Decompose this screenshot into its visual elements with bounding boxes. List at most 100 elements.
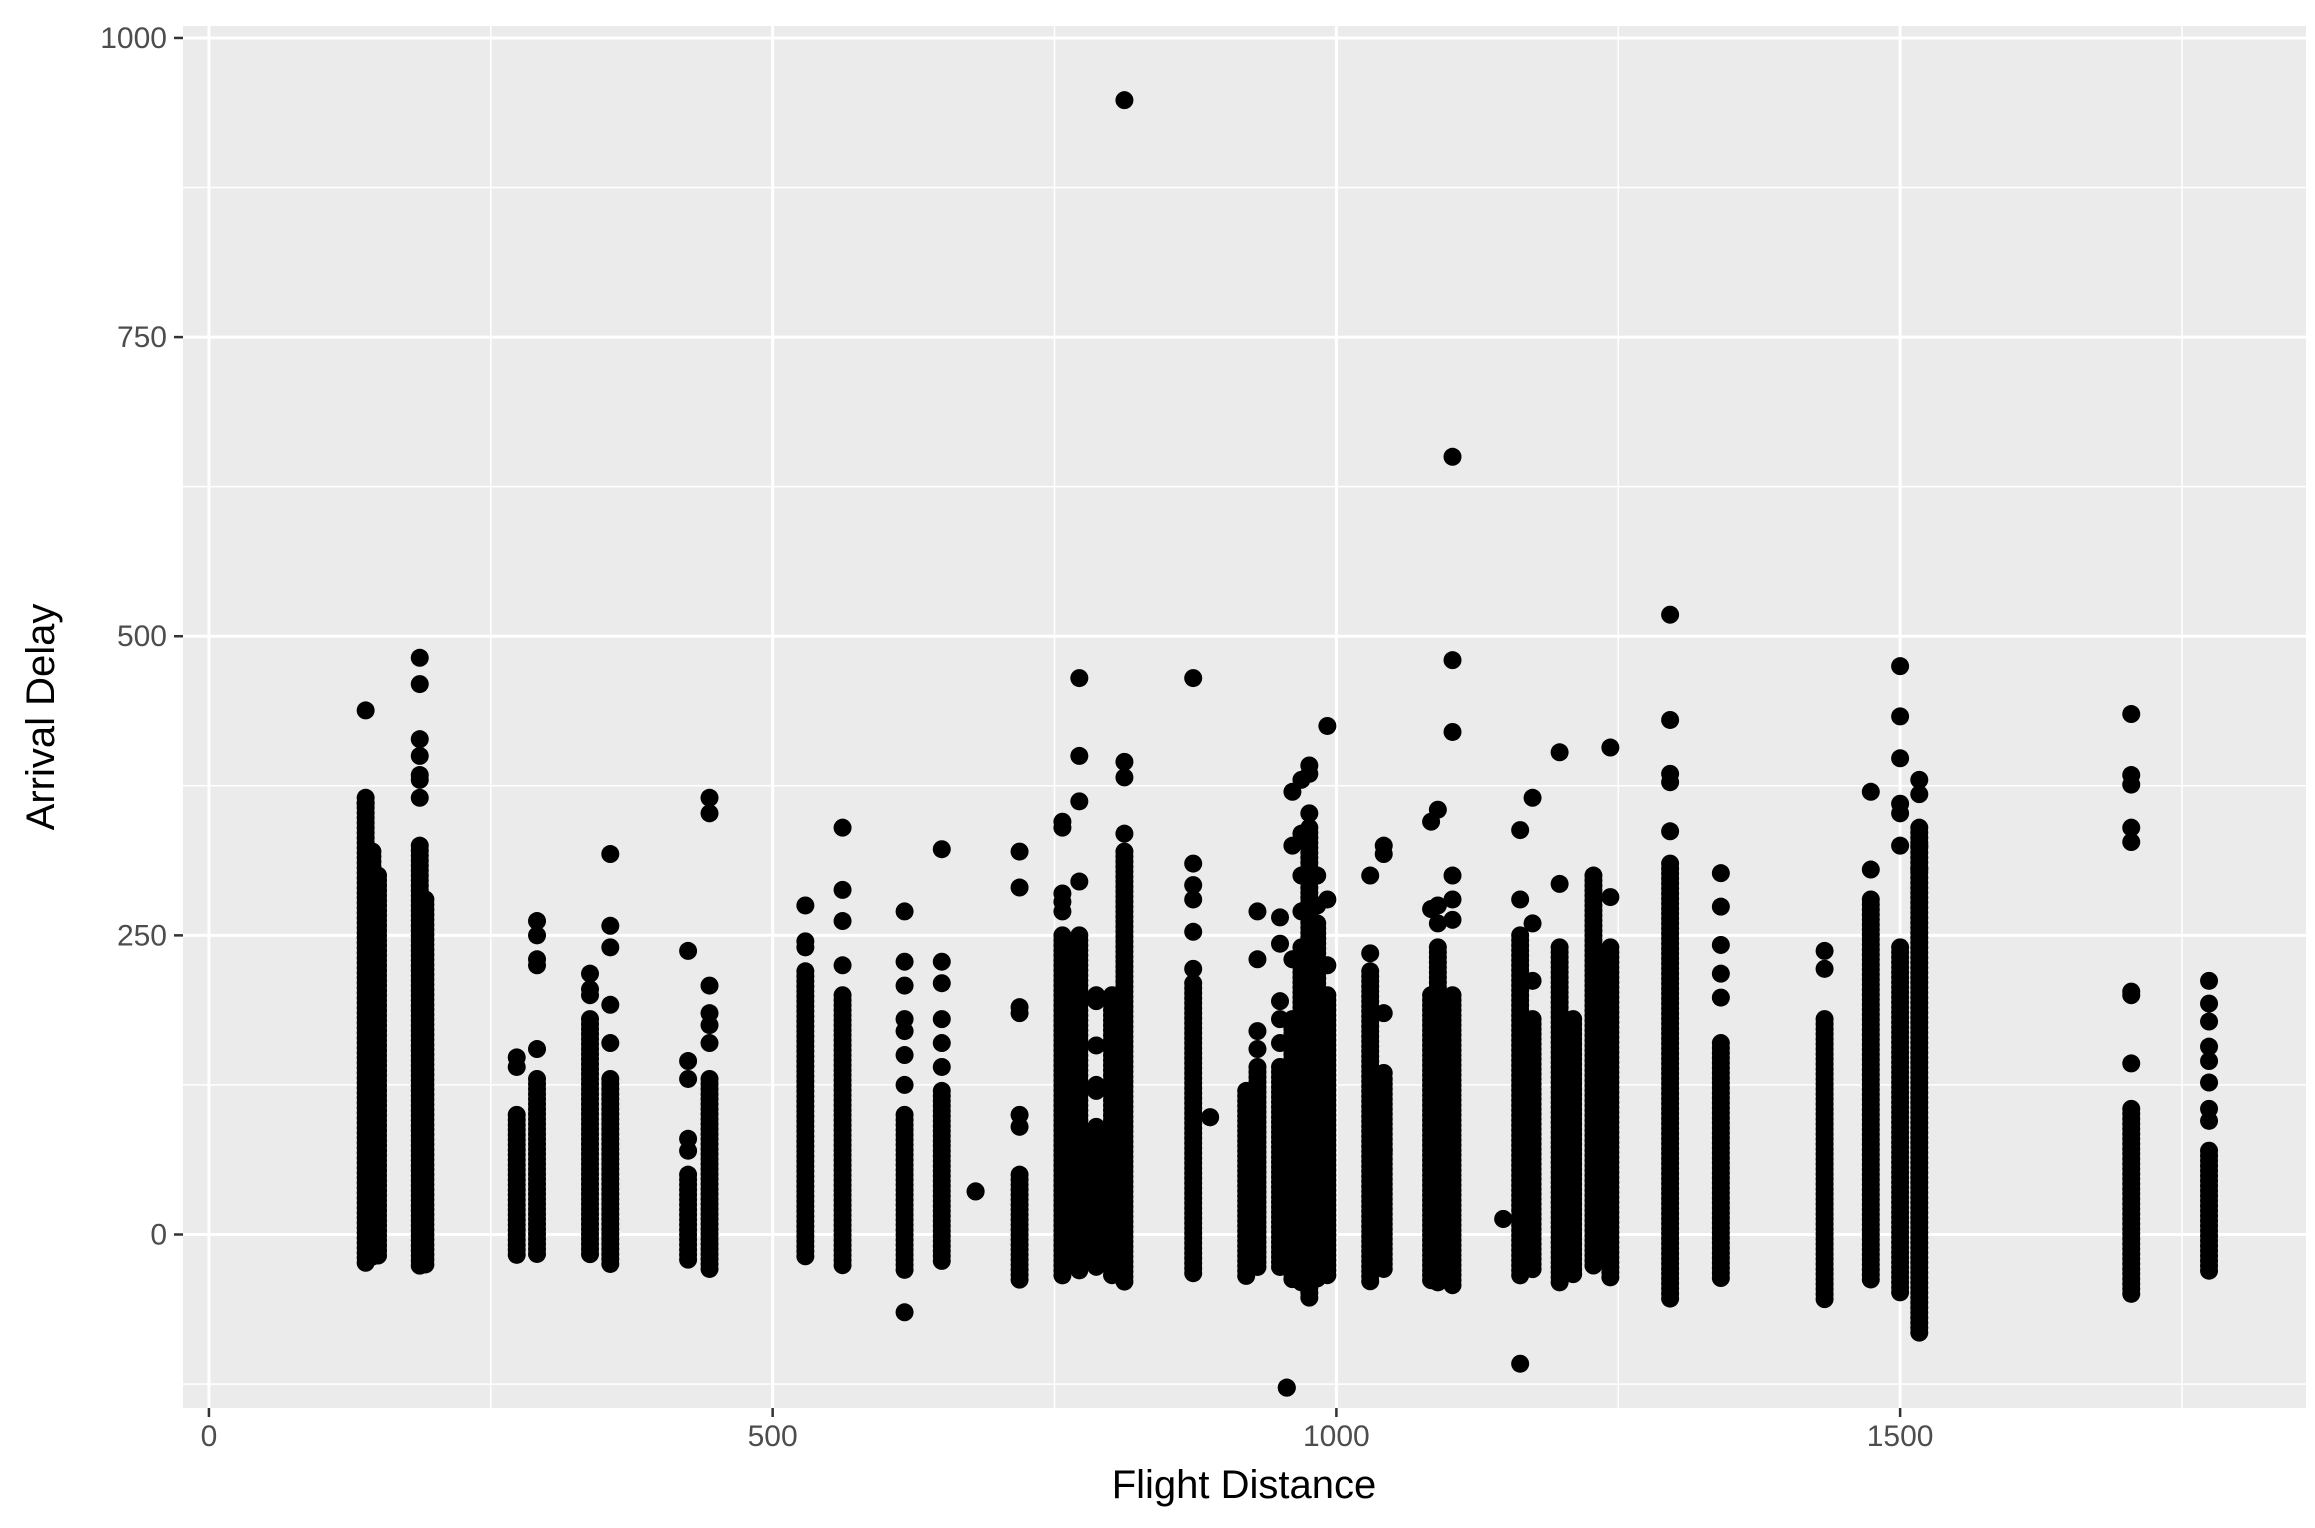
point-column — [1277, 1378, 1296, 1397]
data-point — [1661, 605, 1680, 624]
data-point — [932, 840, 951, 859]
data-point — [1115, 91, 1134, 110]
data-point — [410, 730, 429, 749]
data-point — [1550, 1273, 1569, 1292]
data-point — [1184, 1264, 1203, 1283]
point-column — [2200, 971, 2219, 1280]
data-point — [528, 912, 547, 931]
point-column — [507, 1048, 526, 1264]
data-point — [581, 986, 600, 1005]
point-column — [1053, 812, 1072, 1285]
data-point — [2200, 1073, 2219, 1092]
data-point — [410, 648, 429, 667]
data-point — [1815, 941, 1834, 960]
data-point — [895, 1075, 914, 1094]
data-point — [581, 964, 600, 983]
data-point — [895, 952, 914, 971]
data-point — [1428, 914, 1447, 933]
data-point — [932, 1034, 951, 1053]
data-point — [1601, 888, 1620, 907]
data-point — [1891, 836, 1910, 855]
data-point — [1248, 1257, 1267, 1276]
data-point — [1010, 1004, 1029, 1023]
point-column — [1318, 716, 1337, 1285]
data-point — [1277, 1378, 1296, 1397]
data-point — [2122, 818, 2141, 837]
data-point — [507, 1057, 526, 1076]
data-point — [1184, 922, 1203, 941]
data-point — [700, 1259, 719, 1278]
data-points — [356, 91, 2219, 1397]
data-point — [1861, 782, 1880, 801]
data-point — [410, 746, 429, 765]
data-point — [601, 845, 620, 864]
data-point — [528, 926, 547, 945]
data-point — [679, 1250, 698, 1269]
data-point — [2122, 775, 2141, 794]
data-point — [1511, 890, 1530, 909]
data-point — [1271, 934, 1290, 953]
data-point — [932, 1251, 951, 1270]
point-column — [416, 890, 435, 1274]
data-point — [1201, 1108, 1220, 1127]
data-point — [1443, 866, 1462, 885]
point-column — [895, 902, 914, 1322]
data-point — [1115, 752, 1134, 771]
x-axis-title: Flight Distance — [1112, 1463, 1377, 1507]
data-point — [356, 794, 375, 813]
data-point — [1053, 1266, 1072, 1285]
data-point — [1861, 860, 1880, 879]
data-point — [895, 1260, 914, 1279]
data-point — [528, 1040, 547, 1059]
data-point — [1248, 950, 1267, 969]
data-point — [1523, 788, 1542, 807]
data-point — [1711, 935, 1730, 954]
point-column — [2122, 705, 2141, 1303]
data-point — [1184, 876, 1203, 895]
data-point — [796, 896, 815, 915]
data-point — [1010, 1270, 1029, 1289]
data-point — [356, 701, 375, 720]
data-point — [1070, 746, 1089, 765]
point-column — [1070, 669, 1089, 1280]
point-column — [1564, 1010, 1583, 1284]
data-point — [1861, 1270, 1880, 1289]
data-point — [1711, 964, 1730, 983]
data-point — [1511, 821, 1530, 840]
data-point — [1271, 992, 1290, 1011]
point-column — [796, 896, 815, 1266]
data-point — [1428, 800, 1447, 819]
data-point — [796, 1247, 815, 1266]
data-point — [1318, 890, 1337, 909]
data-point — [1070, 792, 1089, 811]
point-column — [1115, 91, 1134, 1291]
data-point — [1891, 1283, 1910, 1302]
point-column — [1361, 866, 1380, 1291]
data-point — [1087, 1257, 1106, 1276]
point-column — [679, 941, 698, 1269]
data-point — [700, 804, 719, 823]
data-point — [1443, 910, 1462, 929]
point-column — [1815, 941, 1834, 1309]
y-axis-ticks: 0 250 500 750 1000 — [100, 22, 183, 1252]
data-point — [1891, 804, 1910, 823]
data-point — [1115, 1272, 1134, 1291]
data-point — [1184, 854, 1203, 873]
data-point — [1361, 866, 1380, 885]
data-point — [1661, 773, 1680, 792]
data-point — [1248, 1022, 1267, 1041]
data-point — [1087, 1036, 1106, 1055]
data-point — [1661, 710, 1680, 729]
data-point — [700, 1034, 719, 1053]
data-point — [679, 1052, 698, 1071]
point-column — [1201, 1108, 1220, 1127]
data-point — [2200, 994, 2219, 1013]
data-point — [1184, 890, 1203, 909]
data-point — [679, 1141, 698, 1160]
point-column — [1087, 986, 1106, 1276]
point-column — [1910, 770, 1929, 1342]
point-column — [1010, 842, 1029, 1289]
point-column — [1494, 1209, 1513, 1228]
point-column — [1661, 605, 1680, 1308]
data-point — [833, 912, 852, 931]
